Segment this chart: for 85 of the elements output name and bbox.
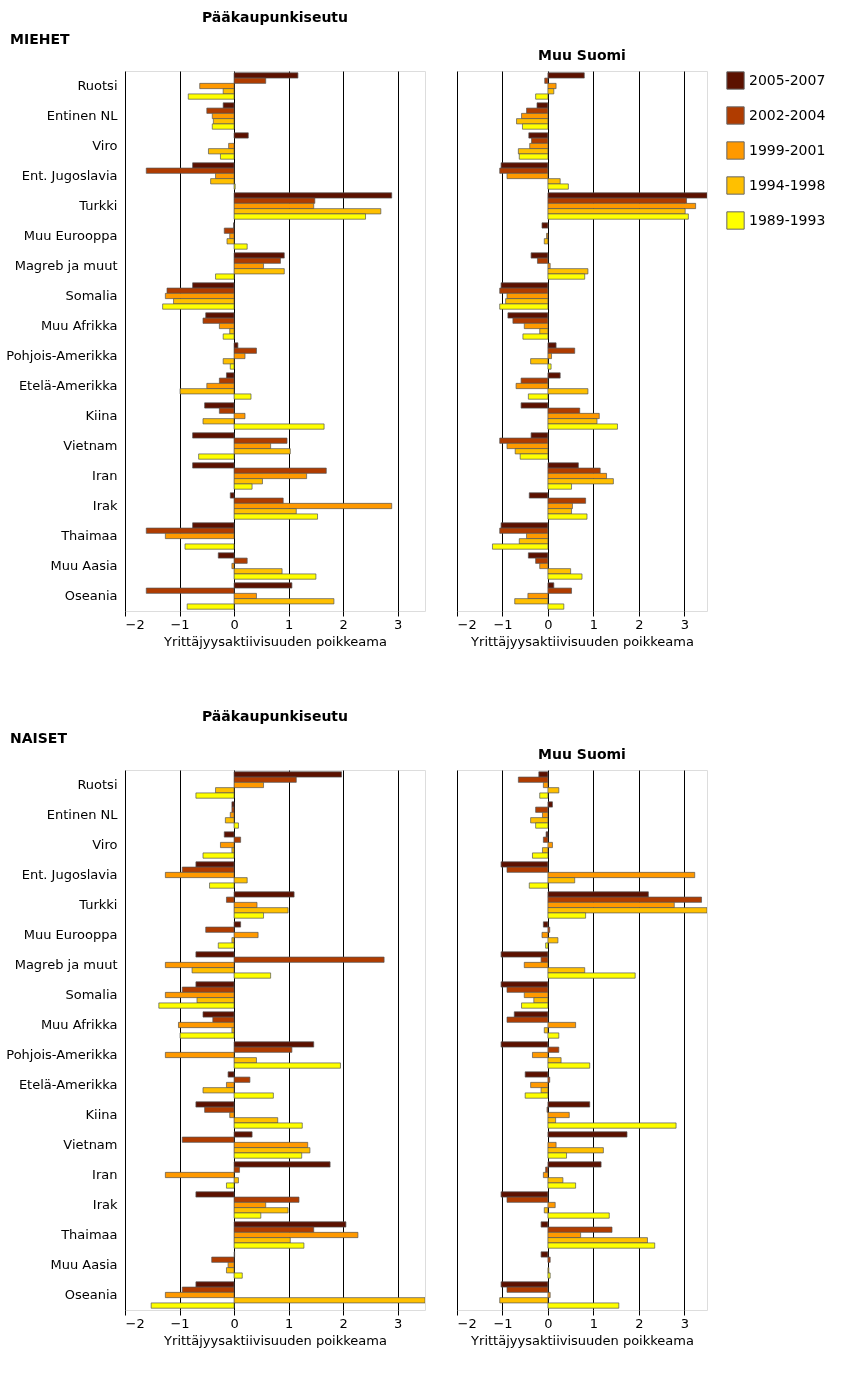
x-tick-label: 1 [589, 1315, 598, 1331]
y-tick-label: Magreb ja muut [14, 258, 118, 273]
legend-label: 1989-1993 [749, 211, 826, 228]
y-tick-label: Somalia [65, 288, 118, 303]
x-tick-label: −2 [125, 1315, 145, 1331]
bar [233, 132, 249, 139]
bar [231, 801, 235, 808]
x-tick-label: −2 [457, 1315, 477, 1331]
x-tick-label: 1 [589, 616, 598, 632]
y-tick-label: Vietnam [63, 438, 118, 453]
y-tick-label: Ruotsi [77, 777, 118, 792]
x-tick-label: 3 [394, 1315, 403, 1331]
legend-label: 2005-2007 [749, 71, 826, 88]
y-tick-label: Oseania [64, 588, 118, 603]
legend-label: 1994-1998 [749, 176, 826, 193]
y-tick-label: Somalia [65, 987, 118, 1002]
y-tick-label: Irak [92, 1197, 118, 1212]
chart-title: Pääkaupunkiseutu [201, 708, 349, 724]
x-tick-label: 0 [230, 616, 239, 632]
y-tick-label: Kiina [85, 1107, 118, 1122]
y-tick-label: Etelä-Amerikka [18, 1077, 118, 1092]
y-tick-label: Etelä-Amerikka [18, 378, 118, 393]
y-tick-label: Muu Afrikka [40, 318, 118, 333]
x-tick-label: −1 [170, 616, 190, 632]
y-tick-label: Thaimaa [60, 1227, 118, 1242]
y-tick-label: Muu Afrikka [40, 1017, 118, 1032]
y-tick-label: Oseania [64, 1287, 118, 1302]
x-tick-label: 2 [635, 616, 644, 632]
x-tick-label: −1 [170, 1315, 190, 1331]
y-tick-label: Vietnam [63, 1137, 118, 1152]
chart-title: Muu Suomi [538, 47, 626, 63]
y-tick-label: Thaimaa [60, 528, 118, 543]
x-tick-label: 3 [394, 616, 403, 632]
bar [233, 1221, 347, 1228]
x-tick-label: 2 [635, 1315, 644, 1331]
text: MIEHET [10, 31, 70, 47]
x-tick-label: −2 [125, 616, 145, 632]
bar [547, 1161, 602, 1168]
y-tick-label: Turkki [78, 897, 118, 912]
y-tick-label: Ent. Jugoslavia [21, 867, 118, 882]
x-axis-title: Yrittäjyysaktiivisuuden poikkeama [163, 633, 387, 649]
y-tick-label: Turkki [78, 198, 118, 213]
x-tick-label: 3 [680, 616, 689, 632]
y-tick-label: Iran [92, 1167, 118, 1182]
y-tick-label: Kiina [85, 408, 118, 423]
x-tick-label: 0 [544, 1315, 553, 1331]
y-tick-label: Muu Aasia [50, 558, 118, 573]
y-tick-label: Muu Eurooppa [23, 228, 118, 243]
chart-title: Pääkaupunkiseutu [201, 9, 349, 25]
x-tick-label: 2 [339, 1315, 348, 1331]
bar [500, 951, 549, 958]
x-tick-label: 1 [285, 1315, 294, 1331]
x-tick-label: −2 [457, 616, 477, 632]
x-axis-title: Yrittäjyysaktiivisuuden poikkeama [470, 633, 694, 649]
y-tick-label: Muu Aasia [50, 1257, 118, 1272]
y-tick-label: Pohjois-Amerikka [6, 1047, 118, 1062]
x-tick-label: 3 [680, 1315, 689, 1331]
x-tick-label: 0 [544, 616, 553, 632]
bar [184, 543, 235, 550]
y-tick-label: Ruotsi [77, 78, 118, 93]
x-tick-label: 2 [339, 616, 348, 632]
y-tick-label: Irak [92, 498, 118, 513]
x-tick-label: 1 [285, 616, 294, 632]
bar [202, 1011, 235, 1018]
y-tick-label: Viro [92, 138, 118, 153]
x-axis-title: Yrittäjyysaktiivisuuden poikkeama [163, 1332, 387, 1348]
text: NAISET [10, 730, 68, 746]
x-tick-label: 0 [230, 1315, 239, 1331]
x-tick-label: −1 [493, 616, 513, 632]
y-tick-label: Magreb ja muut [14, 957, 118, 972]
y-tick-label: Pohjois-Amerikka [6, 348, 118, 363]
bar [528, 132, 549, 139]
y-tick-label: Viro [92, 837, 118, 852]
x-tick-label: −1 [493, 1315, 513, 1331]
y-tick-label: Ent. Jugoslavia [21, 168, 118, 183]
legend-label: 1999-2001 [749, 141, 826, 158]
chart-title: Muu Suomi [538, 746, 626, 762]
y-tick-label: Entinen NL [46, 807, 119, 822]
bar [547, 1131, 628, 1138]
bar [541, 222, 549, 229]
y-tick-label: Iran [92, 468, 118, 483]
y-tick-label: Muu Eurooppa [23, 927, 118, 942]
y-tick-label: Entinen NL [46, 108, 119, 123]
legend-label: 2002-2004 [749, 106, 826, 123]
x-axis-title: Yrittäjyysaktiivisuuden poikkeama [470, 1332, 694, 1348]
